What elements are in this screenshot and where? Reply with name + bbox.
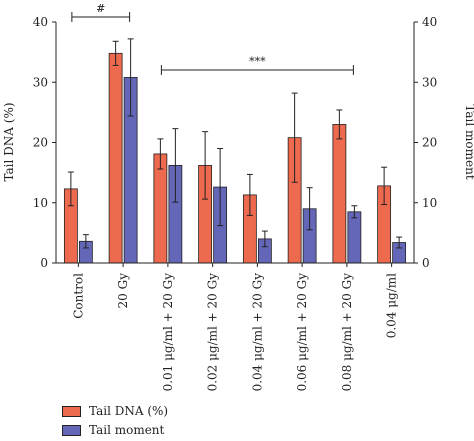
y-tick-label-right: 30 <box>422 75 437 89</box>
x-tick-label: Control <box>71 273 85 319</box>
legend-swatch-tail-dna <box>62 405 81 417</box>
y-tick-label-left: 10 <box>33 196 48 210</box>
bar-tail-dna <box>153 153 168 264</box>
x-tick-label: 0.01 μg/ml + 20 Gy <box>161 273 175 392</box>
y-tick-label-left: 0 <box>40 256 48 270</box>
y-tick-label-left: 20 <box>33 136 48 150</box>
y-tick-label-right: 40 <box>422 15 437 29</box>
legend: Tail DNA (%) Tail moment <box>62 403 168 441</box>
legend-item-tail-dna: Tail DNA (%) <box>62 403 168 419</box>
x-tick-label: 0.08 μg/ml + 20 Gy <box>340 273 354 392</box>
legend-label-tail-moment: Tail moment <box>89 423 165 437</box>
bar-tail-dna <box>332 124 347 264</box>
significance-hash-label: # <box>96 2 105 15</box>
legend-item-tail-moment: Tail moment <box>62 422 168 438</box>
y-tick-label-right: 10 <box>422 196 437 210</box>
x-tick-label: 0.02 μg/ml + 20 Gy <box>206 273 220 392</box>
bar-tail-dna <box>108 52 123 264</box>
y-tick-label-right: 20 <box>422 136 437 150</box>
x-tick-label: 20 Gy <box>116 273 130 309</box>
x-tick-label: 0.06 μg/ml + 20 Gy <box>295 273 309 392</box>
chart: 0 0 10 10 20 20 30 30 40 40 Control 20 Gy 0.01 μg/ml… <box>2 2 474 392</box>
significance-stars-label: *** <box>249 55 266 68</box>
legend-swatch-tail-moment <box>62 424 81 436</box>
y-tick-label-right: 0 <box>422 256 430 270</box>
y-tick-label-left: 30 <box>33 75 48 89</box>
x-tick-label: 0.04 μg/ml + 20 Gy <box>250 273 264 392</box>
bar-tail-moment <box>347 211 362 264</box>
x-tick-label: 0.04 μg/ml <box>385 273 399 338</box>
y-tick-label-left: 40 <box>33 15 48 29</box>
legend-label-tail-dna: Tail DNA (%) <box>89 404 169 418</box>
y-axis-right-title: Tail moment <box>463 104 474 180</box>
y-axis-left-title: Tail DNA (%) <box>2 102 16 181</box>
